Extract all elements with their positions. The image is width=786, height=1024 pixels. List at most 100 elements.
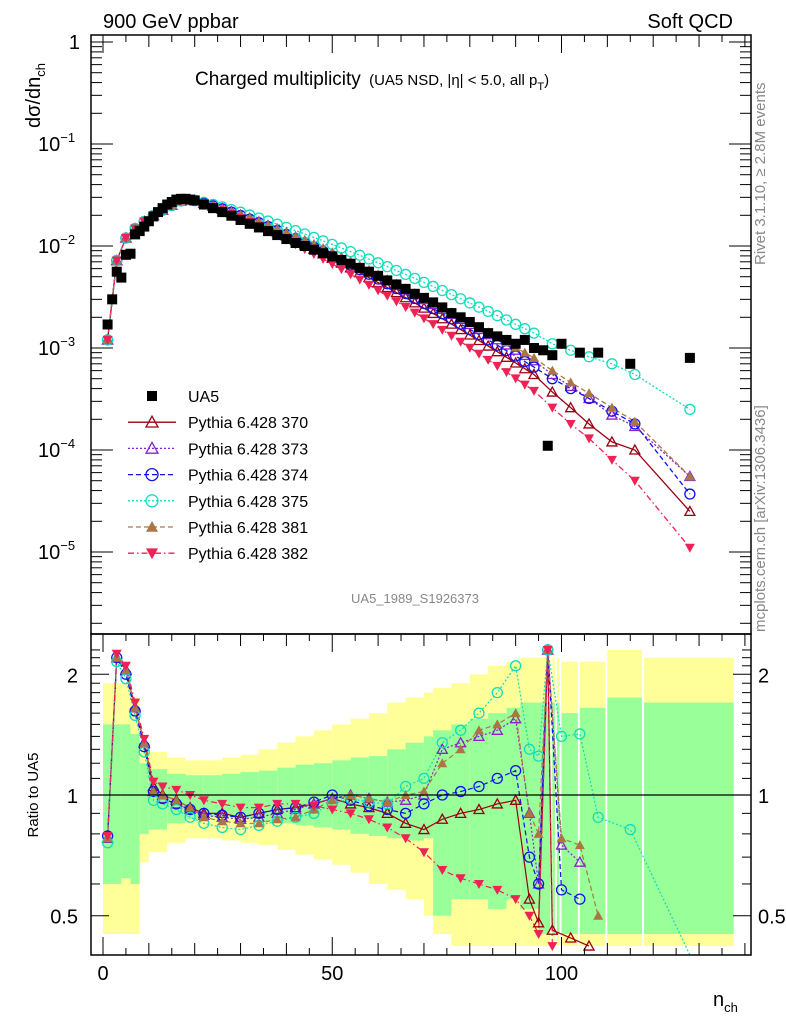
ratio-point-p375 (436, 737, 448, 749)
title-sub-end: ) (544, 72, 549, 89)
main-y-tick-label: 10−3 (38, 334, 75, 360)
data-point-ua5 (391, 279, 402, 290)
stat-band-bin (556, 702, 560, 935)
ratio-point-p381 (574, 840, 585, 850)
data-point-p382 (684, 543, 695, 553)
ratio-point-p382 (148, 777, 159, 787)
stat-band-bin (506, 707, 521, 900)
data-point-p374 (528, 361, 540, 373)
data-point-ua5 (556, 338, 567, 349)
data-point-p382 (519, 380, 530, 390)
ratio-point-p381 (272, 814, 283, 824)
svg-text:dσ/dnch: dσ/dnch (23, 63, 48, 128)
ylabel-main: dσ/dn (23, 77, 45, 128)
ratio-point-p374 (523, 851, 536, 863)
ratio-point-p382 (130, 698, 141, 708)
data-point-ua5 (684, 352, 695, 363)
x-tick-label: 100 (545, 963, 578, 985)
legend-label-p370: Pythia 6.428 370 (188, 415, 308, 432)
data-point-p370 (472, 334, 486, 346)
ratio-point-p382 (290, 799, 301, 809)
data-point-ua5 (116, 272, 127, 283)
ratio-point-p370 (491, 797, 504, 809)
data-point-p382 (354, 275, 365, 285)
data-point-p381 (606, 402, 617, 412)
data-point-p382 (111, 256, 122, 266)
stat-band-bin (644, 702, 734, 935)
ratio-point-p374 (574, 893, 586, 905)
data-point-p382 (492, 361, 503, 371)
data-point-p382 (606, 455, 617, 465)
ratio-point-p374 (555, 884, 568, 896)
ratio-point-p375 (418, 772, 430, 785)
stat-band-bin (423, 736, 434, 839)
data-point-ua5 (483, 328, 494, 339)
ratio-point-p382 (524, 911, 535, 921)
ratio-point-p370 (417, 823, 431, 835)
ratio-point-p382 (253, 803, 264, 813)
data-point-p382 (363, 280, 374, 290)
ratio-y-tick-label-right: 0.5 (758, 907, 786, 929)
ratio-point-p381 (148, 786, 159, 796)
data-point-p370 (683, 505, 696, 517)
ratio-point-p381 (418, 786, 429, 796)
data-point-p375 (473, 301, 485, 313)
ratio-point-p373 (509, 712, 522, 724)
stat-band-bin (520, 702, 539, 909)
data-point-p381 (629, 416, 640, 426)
legend-label-p382: Pythia 6.428 382 (188, 546, 308, 563)
ratio-point-p382 (542, 645, 553, 655)
ratio-point-p381 (510, 708, 521, 718)
data-point-ua5 (217, 207, 228, 218)
data-point-ua5 (244, 218, 255, 229)
ratio-point-p381 (524, 808, 535, 818)
ratio-point-p373 (555, 838, 568, 850)
ratio-line-p374 (106, 649, 581, 900)
ratio-point-p375 (523, 743, 536, 755)
data-point-ua5 (363, 266, 374, 277)
data-point-p375 (629, 368, 641, 381)
ratio-point-p381 (533, 828, 544, 838)
legend-marker-p370 (144, 414, 160, 428)
data-point-ua5 (345, 258, 356, 269)
data-point-p382 (501, 368, 512, 378)
ratio-point-p382 (382, 823, 393, 833)
ratio-point-p375 (454, 724, 467, 736)
data-point-ua5 (492, 331, 503, 342)
data-point-p375 (528, 327, 540, 339)
data-point-p381 (584, 388, 595, 398)
data-point-ua5 (547, 350, 558, 361)
data-point-p370 (509, 356, 522, 368)
data-point-ua5 (235, 214, 246, 225)
data-point-ua5 (510, 338, 521, 349)
title-sub: (UA5 NSD, |η| < 5.0, all p (369, 72, 537, 89)
main-y-tick-label: 10−1 (38, 130, 75, 156)
ratio-point-p382 (308, 801, 319, 811)
data-point-ua5 (111, 266, 122, 277)
data-point-p382 (464, 343, 475, 353)
data-point-p370 (491, 345, 504, 357)
x-tick-label: 0 (97, 963, 108, 985)
ratio-point-p381 (253, 818, 264, 828)
ratio-point-p382 (235, 803, 246, 813)
ylabel-sub: ch (33, 63, 48, 77)
ratio-point-p381 (556, 833, 567, 843)
main-panel-markers (101, 193, 696, 553)
data-point-p373 (605, 408, 619, 420)
ratio-point-p375 (510, 660, 522, 672)
xlabel-sub: ch (724, 1000, 738, 1015)
data-point-p374 (684, 488, 696, 500)
ratio-point-p370 (271, 803, 284, 815)
data-point-ua5 (272, 230, 283, 241)
data-point-ua5 (102, 319, 113, 330)
ratio-point-p375 (624, 823, 636, 836)
ratio-point-p370 (564, 931, 577, 943)
data-point-ua5 (125, 248, 136, 259)
tick-exponent: −2 (60, 232, 75, 247)
ratio-point-p373 (573, 855, 586, 867)
data-point-ua5 (409, 288, 420, 299)
ratio-point-p382 (547, 942, 558, 952)
tick-exponent: −5 (60, 538, 75, 553)
ratio-point-p373 (491, 723, 504, 735)
data-point-p374 (510, 350, 522, 362)
